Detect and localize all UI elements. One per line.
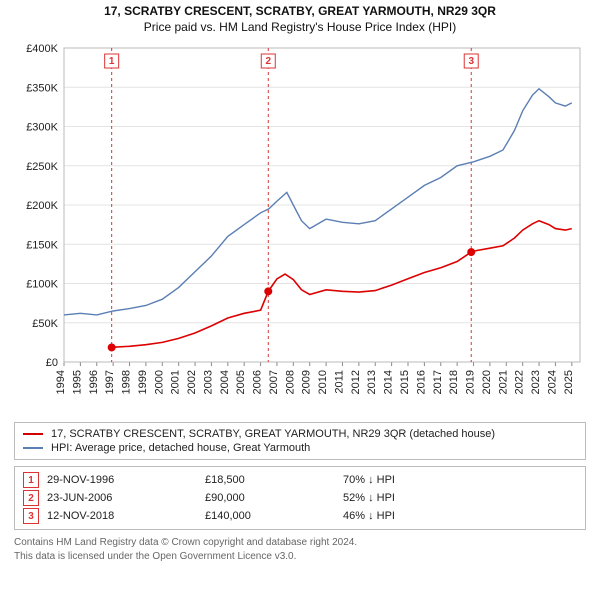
title-line-1: 17, SCRATBY CRESCENT, SCRATBY, GREAT YAR… <box>0 4 600 18</box>
svg-text:1998: 1998 <box>121 370 133 394</box>
svg-text:2004: 2004 <box>219 370 231 394</box>
table-row: 3 12-NOV-2018 £140,000 46% ↓ HPI <box>23 507 577 525</box>
svg-text:1996: 1996 <box>88 370 100 394</box>
svg-text:2006: 2006 <box>252 370 264 394</box>
svg-text:£350K: £350K <box>26 82 58 94</box>
svg-text:2020: 2020 <box>481 370 493 394</box>
svg-text:1994: 1994 <box>55 370 67 394</box>
svg-text:2001: 2001 <box>170 370 182 394</box>
svg-text:2010: 2010 <box>317 370 329 394</box>
sale-date: 23-JUN-2006 <box>47 492 197 504</box>
sale-price: £18,500 <box>205 474 335 486</box>
svg-text:£0: £0 <box>46 357 58 369</box>
svg-text:£150K: £150K <box>26 239 58 251</box>
svg-text:£300K: £300K <box>26 122 58 134</box>
svg-text:2017: 2017 <box>432 370 444 394</box>
chart-svg: £0 £50K £100K £150K £200K £250K £300K £350K £400… <box>10 36 590 416</box>
sale-hpi: 46% ↓ HPI <box>343 510 483 522</box>
svg-text:2008: 2008 <box>284 370 296 394</box>
svg-text:2024: 2024 <box>546 370 558 394</box>
sale-date: 29-NOV-1996 <box>47 474 197 486</box>
footer: Contains HM Land Registry data © Crown c… <box>14 536 586 563</box>
footer-line-1: Contains HM Land Registry data © Crown c… <box>14 536 586 550</box>
svg-text:2005: 2005 <box>235 370 247 394</box>
legend-label-price: 17, SCRATBY CRESCENT, SCRATBY, GREAT YAR… <box>51 428 495 440</box>
svg-text:2012: 2012 <box>350 370 362 394</box>
legend-swatch-price <box>23 433 43 435</box>
svg-text:£400K: £400K <box>26 43 58 55</box>
svg-text:2000: 2000 <box>153 370 165 394</box>
svg-text:2011: 2011 <box>333 370 345 394</box>
table-row: 2 23-JUN-2006 £90,000 52% ↓ HPI <box>23 489 577 507</box>
svg-text:2003: 2003 <box>202 370 214 394</box>
chart: £0 £50K £100K £150K £200K £250K £300K £350K £400… <box>10 36 590 416</box>
chart-container: 17, SCRATBY CRESCENT, SCRATBY, GREAT YAR… <box>0 0 600 563</box>
svg-text:2022: 2022 <box>514 370 526 394</box>
svg-text:2016: 2016 <box>415 370 427 394</box>
legend-label-hpi: HPI: Average price, detached house, Grea… <box>51 442 310 454</box>
svg-text:2013: 2013 <box>366 370 378 394</box>
sale-price: £140,000 <box>205 510 335 522</box>
svg-text:£200K: £200K <box>26 200 58 212</box>
svg-text:£50K: £50K <box>32 318 58 330</box>
titles: 17, SCRATBY CRESCENT, SCRATBY, GREAT YAR… <box>0 0 600 36</box>
svg-text:2023: 2023 <box>530 370 542 394</box>
sale-marker-icon: 1 <box>23 472 39 488</box>
svg-text:2009: 2009 <box>301 370 313 394</box>
svg-text:1: 1 <box>109 56 115 67</box>
svg-text:2014: 2014 <box>383 370 395 394</box>
legend-item-price: 17, SCRATBY CRESCENT, SCRATBY, GREAT YAR… <box>23 427 577 441</box>
svg-text:2018: 2018 <box>448 370 460 394</box>
svg-text:1995: 1995 <box>71 370 83 394</box>
sale-hpi: 70% ↓ HPI <box>343 474 483 486</box>
legend: 17, SCRATBY CRESCENT, SCRATBY, GREAT YAR… <box>14 422 586 460</box>
svg-text:2007: 2007 <box>268 370 280 394</box>
title-line-2: Price paid vs. HM Land Registry's House … <box>0 20 600 34</box>
svg-text:£250K: £250K <box>26 161 58 173</box>
sale-marker-icon: 3 <box>23 508 39 524</box>
svg-text:2021: 2021 <box>497 370 509 394</box>
legend-item-hpi: HPI: Average price, detached house, Grea… <box>23 441 577 455</box>
svg-text:2: 2 <box>265 56 271 67</box>
svg-text:£100K: £100K <box>26 279 58 291</box>
sales-table: 1 29-NOV-1996 £18,500 70% ↓ HPI 2 23-JUN… <box>14 466 586 530</box>
svg-text:3: 3 <box>468 56 474 67</box>
table-row: 1 29-NOV-1996 £18,500 70% ↓ HPI <box>23 471 577 489</box>
sale-marker-icon: 2 <box>23 490 39 506</box>
svg-text:2019: 2019 <box>465 370 477 394</box>
sale-date: 12-NOV-2018 <box>47 510 197 522</box>
svg-text:2025: 2025 <box>563 370 575 394</box>
legend-swatch-hpi <box>23 447 43 449</box>
svg-text:2002: 2002 <box>186 370 198 394</box>
svg-text:1999: 1999 <box>137 370 149 394</box>
sale-price: £90,000 <box>205 492 335 504</box>
footer-line-2: This data is licensed under the Open Gov… <box>14 550 586 564</box>
sale-hpi: 52% ↓ HPI <box>343 492 483 504</box>
svg-text:2015: 2015 <box>399 370 411 394</box>
svg-text:1997: 1997 <box>104 370 116 394</box>
